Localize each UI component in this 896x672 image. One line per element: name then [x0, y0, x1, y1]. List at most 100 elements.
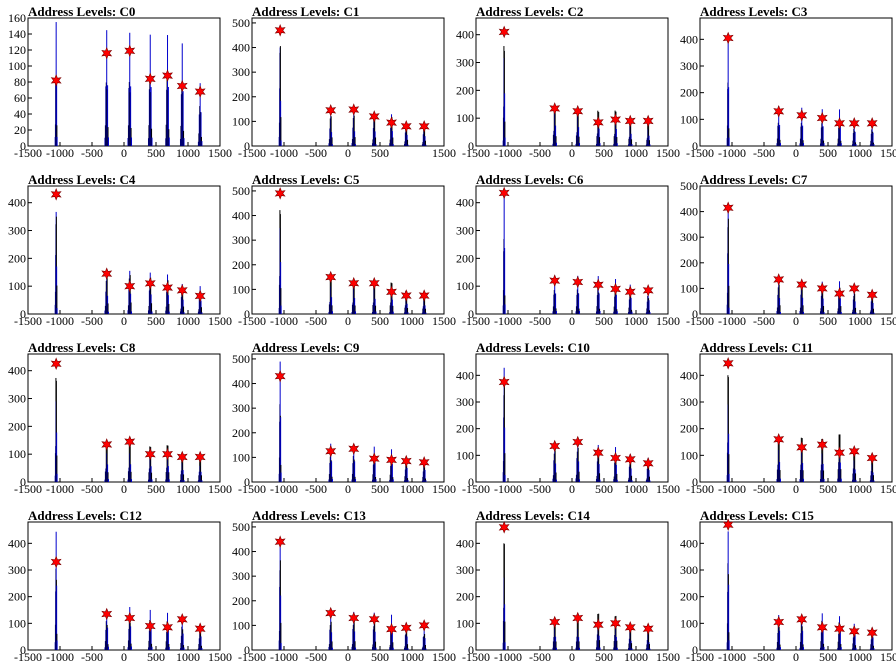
x-tick-label: 1000 [176, 314, 200, 328]
x-tick-label: -1000 [718, 314, 746, 328]
x-tick-label: -1000 [46, 650, 74, 664]
x-tick-label: 1500 [656, 146, 680, 160]
y-tick-label: 300 [456, 563, 474, 577]
y-tick-label: 200 [680, 590, 698, 604]
x-tick-label: 500 [819, 314, 837, 328]
x-tick-label: -1000 [270, 650, 298, 664]
x-tick-label: 1000 [400, 650, 424, 664]
x-tick-label: 500 [147, 650, 165, 664]
histogram-panel-c10: Address Levels: C10 0 100 200 300 400 -1500 -10… [448, 336, 680, 504]
peak-marker-star [866, 117, 878, 130]
peak-marker-star [592, 446, 604, 459]
histogram-panel-c1: Address Levels: C1 0 100 200 300 400 500 -1500-… [224, 0, 456, 168]
y-tick-label: 0 [20, 643, 26, 657]
histogram-plot: 0 100 200 300 400 500 -1500 -1000 -500 0 500 1000 15… [232, 352, 456, 496]
y-tick-label: 100 [232, 282, 250, 296]
peak-marker-star [101, 438, 113, 451]
peak-marker-star [386, 622, 397, 636]
x-tick-label: 1500 [880, 146, 896, 160]
peak-marker-star [144, 447, 156, 461]
x-tick-label: 0 [569, 482, 575, 496]
histogram-plot: 0 100 200 300 400 -1500 -1000 -500 0 500 1000 1500 [8, 185, 232, 328]
chart-title: Address Levels: C12 [28, 508, 142, 523]
histogram-plot: 0 100 200 300 400 500 -1500 -1000 -500 0 500 1000 15… [232, 520, 456, 664]
x-tick-label: -500 [753, 482, 775, 496]
x-tick-label: 0 [569, 314, 575, 328]
y-tick-label: 200 [680, 422, 698, 436]
histogram-peak [502, 46, 506, 146]
peak-marker-star [498, 25, 510, 39]
peak-marker-star [773, 105, 785, 118]
peak-marker-star [498, 521, 510, 534]
histogram-panel-c15: Address Levels: C15 0 100 200 300 400 -1500 -10… [672, 504, 896, 672]
y-tick-label: 400 [680, 368, 698, 382]
histogram-plot: 0 100 200 300 400 -1500 -1000 -500 0 500 1000 1500 [456, 17, 680, 160]
histogram-peak [726, 34, 730, 146]
x-tick-label: 0 [121, 482, 127, 496]
peak-marker-star [642, 457, 654, 470]
x-tick-label: -1500 [686, 482, 714, 496]
peak-marker-star [144, 72, 156, 86]
y-tick-label: 200 [232, 594, 250, 608]
x-tick-label: -500 [81, 146, 103, 160]
histogram-panel-c12: Address Levels: C12 0 100 200 300 400 -1500 -10… [0, 504, 232, 672]
x-tick-label: -1000 [270, 146, 298, 160]
peak-marker-star [194, 622, 206, 635]
y-tick-label: 200 [456, 590, 474, 604]
histogram-peak [351, 114, 357, 146]
y-tick-label: 200 [680, 86, 698, 100]
peak-marker-star [418, 456, 430, 469]
y-tick-label: 300 [680, 230, 698, 244]
y-tick-label: 0 [468, 475, 474, 489]
peak-marker-star [274, 369, 286, 383]
x-tick-label: -1500 [14, 146, 42, 160]
histogram-panel-c3: Address Levels: C3 0 100 200 300 400 -1500 -100… [672, 0, 896, 168]
x-tick-label: -500 [81, 650, 103, 664]
y-tick-label: 500 [680, 179, 698, 193]
x-tick-label: 500 [371, 146, 389, 160]
peak-marker-star [834, 287, 845, 300]
peak-marker-star [368, 452, 380, 465]
peak-marker-star [101, 607, 113, 621]
peak-marker-star [773, 433, 785, 446]
chart-title: Address Levels: C0 [28, 4, 136, 19]
peak-marker-star [866, 288, 878, 302]
peak-marker-star [368, 110, 380, 123]
histogram-peak [869, 121, 875, 146]
peak-marker-star [549, 102, 561, 115]
x-tick-label: -1500 [462, 482, 490, 496]
y-tick-label: 300 [456, 395, 474, 409]
histogram-peak [104, 609, 109, 650]
histogram-plot: 0 100 200 300 400 500 -1500 -1000 -500 0 500 1500 [232, 16, 456, 160]
peak-marker-star [162, 69, 173, 82]
histogram-peak [328, 279, 333, 314]
histogram-peak [328, 613, 333, 650]
histogram-peak [776, 280, 781, 314]
peak-marker-star [176, 79, 188, 93]
x-tick-label: -1500 [686, 650, 714, 664]
x-tick-label: 1500 [432, 650, 456, 664]
y-tick-label: 160 [8, 11, 26, 25]
x-tick-label: 500 [371, 482, 389, 496]
y-tick-label: 300 [8, 224, 26, 238]
chart-title: Address Levels: C8 [28, 340, 136, 355]
peak-marker-star [162, 447, 173, 461]
y-tick-label: 400 [232, 545, 250, 559]
x-tick-label: -500 [529, 146, 551, 160]
x-tick-label: -1500 [238, 650, 266, 664]
chart-title: Address Levels: C10 [476, 340, 590, 355]
peak-marker-star [848, 282, 860, 295]
y-tick-label: 400 [680, 32, 698, 46]
y-tick-label: 0 [244, 475, 250, 489]
histogram-peak [502, 543, 506, 650]
chart-title: Address Levels: C3 [700, 4, 808, 19]
histogram-peak [645, 123, 651, 146]
peak-marker-star [498, 186, 510, 200]
y-tick-label: 100 [8, 447, 26, 461]
peak-marker-star [162, 621, 173, 634]
x-tick-label: -1500 [14, 482, 42, 496]
peak-marker-star [274, 535, 286, 548]
x-tick-label: -500 [529, 482, 551, 496]
peak-marker-star [194, 450, 206, 464]
peak-marker-star [834, 117, 845, 130]
